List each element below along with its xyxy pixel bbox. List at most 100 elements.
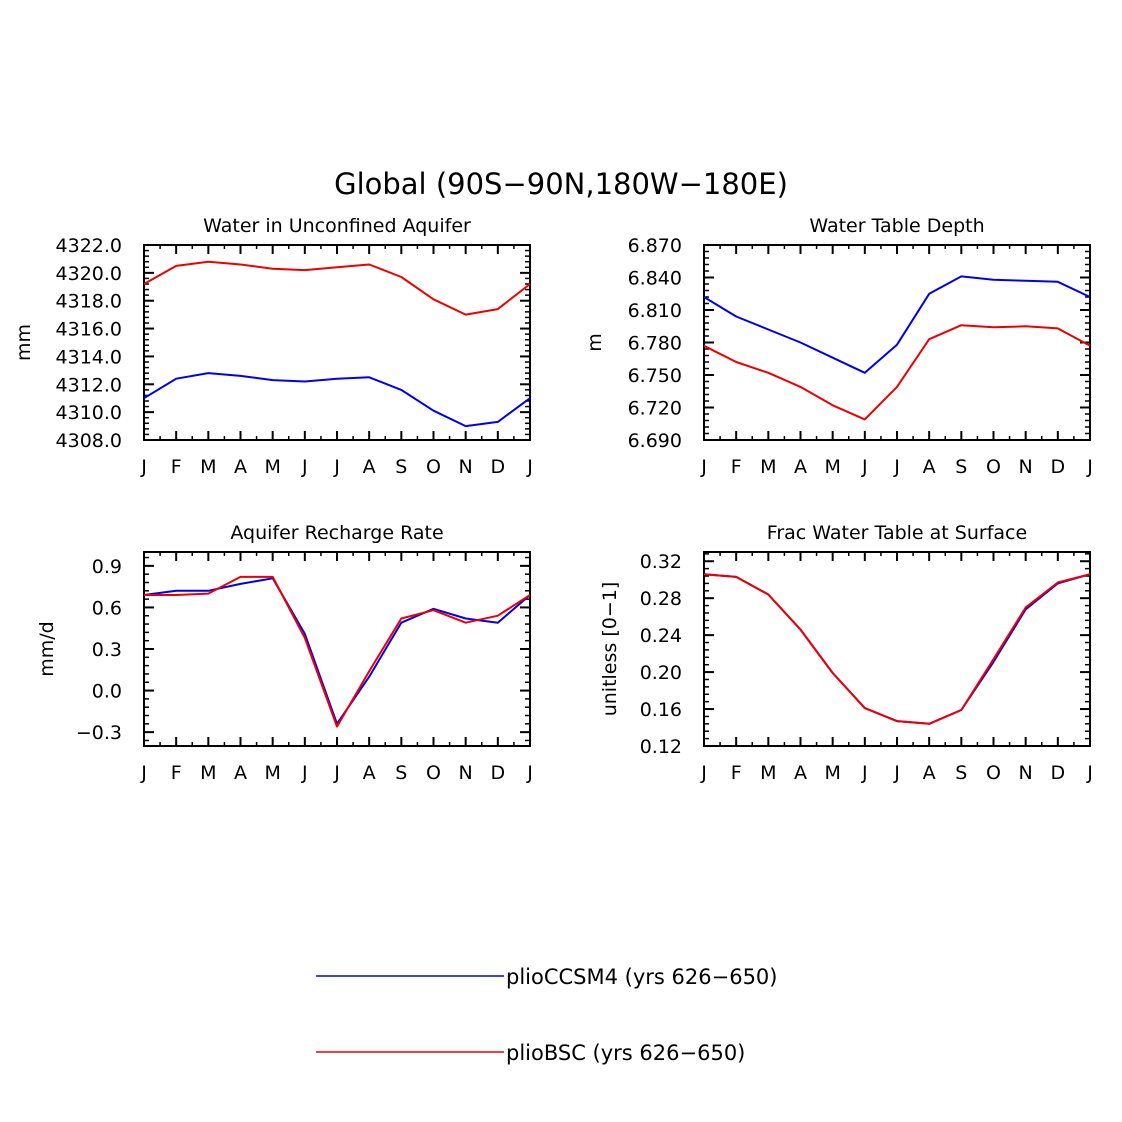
x-tick-label: J xyxy=(700,456,707,478)
x-tick-label: D xyxy=(491,456,506,478)
x-tick-label: A xyxy=(923,762,936,784)
x-tick-label: N xyxy=(459,762,473,784)
x-tick-label: M xyxy=(264,456,280,478)
x-tick-label: F xyxy=(731,456,742,478)
figure-title: Global (90S−90N,180W−180E) xyxy=(334,167,788,201)
y-axis-label: mm xyxy=(13,324,35,361)
panel-title: Water Table Depth xyxy=(809,215,984,237)
x-tick-label: D xyxy=(491,762,506,784)
x-tick-label: N xyxy=(1019,456,1033,478)
series-line-pliocssm4 xyxy=(143,577,531,725)
x-tick-label: A xyxy=(923,456,936,478)
series-line-pliocssm4 xyxy=(143,372,531,428)
x-tick-label: S xyxy=(395,762,407,784)
x-tick-label: J xyxy=(700,762,707,784)
x-tick-label: J xyxy=(893,456,900,478)
x-tick-label: J xyxy=(1086,456,1093,478)
x-tick-label: M xyxy=(264,762,280,784)
y-tick-label: 4320.0 xyxy=(56,263,122,285)
y-tick-label: 4316.0 xyxy=(56,319,122,341)
plot-frame xyxy=(703,551,1091,747)
x-tick-label: A xyxy=(363,762,376,784)
legend-label: plioBSC (yrs 626−650) xyxy=(506,1041,745,1065)
y-tick-label: 0.16 xyxy=(640,699,682,721)
series-line-pliocssm4 xyxy=(703,573,1091,725)
x-tick-label: O xyxy=(986,762,1001,784)
x-tick-label: N xyxy=(1019,762,1033,784)
y-tick-label: 0.3 xyxy=(92,639,122,661)
x-tick-label: F xyxy=(171,456,182,478)
x-tick-label: O xyxy=(426,762,441,784)
panel-title: Aquifer Recharge Rate xyxy=(230,522,443,544)
x-tick-label: J xyxy=(301,456,308,478)
panel-4: Frac Water Table at Surface unitless [0−1… xyxy=(599,522,1093,784)
y-tick-label: 0.32 xyxy=(640,551,682,573)
y-tick-label: 6.840 xyxy=(628,268,682,290)
x-tick-label: J xyxy=(140,762,147,784)
x-tick-label: M xyxy=(824,456,840,478)
x-tick-label: J xyxy=(861,762,868,784)
x-tick-label: A xyxy=(234,762,247,784)
y-tick-label: 0.20 xyxy=(640,662,682,684)
x-tick-label: M xyxy=(200,762,216,784)
x-tick-label: O xyxy=(426,456,441,478)
y-axis-label: m xyxy=(584,333,606,352)
x-tick-label: N xyxy=(459,456,473,478)
x-tick-label: J xyxy=(526,456,533,478)
panel-title: Frac Water Table at Surface xyxy=(767,522,1027,544)
x-tick-label: S xyxy=(955,456,967,478)
x-tick-label: F xyxy=(171,762,182,784)
y-tick-label: 6.750 xyxy=(628,365,682,387)
x-tick-label: J xyxy=(1086,762,1093,784)
x-tick-label: A xyxy=(363,456,376,478)
x-tick-label: O xyxy=(986,456,1001,478)
x-tick-label: D xyxy=(1051,762,1066,784)
x-tick-label: M xyxy=(200,456,216,478)
y-tick-label: 0.28 xyxy=(640,588,682,610)
x-tick-label: S xyxy=(955,762,967,784)
y-tick-label: 0.12 xyxy=(640,736,682,758)
x-tick-label: J xyxy=(333,762,340,784)
series-line-piobsc xyxy=(703,573,1091,725)
y-tick-label: 6.720 xyxy=(628,398,682,420)
y-tick-label: 0.0 xyxy=(92,681,122,703)
x-tick-label: M xyxy=(824,762,840,784)
x-tick-label: F xyxy=(731,762,742,784)
series-line-piobsc xyxy=(703,324,1091,421)
y-tick-label: 4310.0 xyxy=(56,402,122,424)
legend-item: plioCCSM4 (yrs 626−650) xyxy=(316,965,777,989)
y-tick-label: 6.810 xyxy=(628,300,682,322)
x-tick-label: J xyxy=(140,456,147,478)
x-tick-label: D xyxy=(1051,456,1066,478)
y-tick-label: 0.6 xyxy=(92,597,122,619)
x-tick-label: A xyxy=(794,456,807,478)
legend-item: plioBSC (yrs 626−650) xyxy=(316,1041,745,1065)
y-tick-label: −0.3 xyxy=(76,722,122,744)
y-tick-label: 0.24 xyxy=(640,625,682,647)
y-tick-label: 0.9 xyxy=(92,556,122,578)
x-tick-label: A xyxy=(794,762,807,784)
series-line-piobsc xyxy=(144,575,531,728)
x-tick-label: J xyxy=(301,762,308,784)
x-tick-label: J xyxy=(333,456,340,478)
x-tick-label: S xyxy=(395,456,407,478)
x-tick-label: M xyxy=(760,762,776,784)
x-tick-label: M xyxy=(760,456,776,478)
y-tick-label: 6.870 xyxy=(628,235,682,257)
y-tick-label: 4312.0 xyxy=(56,374,122,396)
series-line-pliocssm4 xyxy=(703,275,1091,374)
y-tick-label: 6.690 xyxy=(628,430,682,452)
legend: plioCCSM4 (yrs 626−650) plioBSC (yrs 626−… xyxy=(316,965,777,1065)
x-tick-label: J xyxy=(526,762,533,784)
y-tick-label: 4314.0 xyxy=(56,346,122,368)
plot-frame xyxy=(703,244,1091,441)
y-axis-label: unitless [0−1] xyxy=(599,582,621,717)
legend-label: plioCCSM4 (yrs 626−650) xyxy=(506,965,777,989)
series-line-piobsc xyxy=(143,260,531,316)
y-tick-label: 4318.0 xyxy=(56,291,122,313)
y-tick-label: 4308.0 xyxy=(56,430,122,452)
